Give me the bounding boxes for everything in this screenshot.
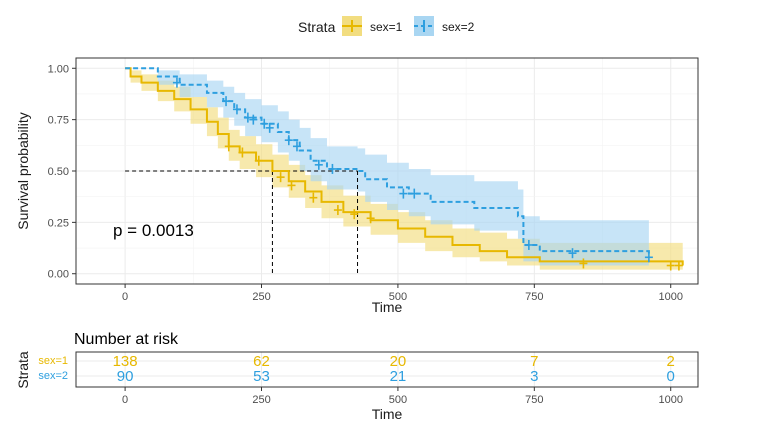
legend-label-sex2: sex=2	[442, 20, 475, 34]
risk-x-tick-label: 500	[389, 394, 407, 406]
censor-mark-sex=2	[328, 163, 337, 174]
y-tick-label: 0.00	[48, 269, 69, 281]
censor-mark-sex=1	[579, 258, 588, 269]
censor-mark-sex=2	[284, 135, 293, 146]
risk-value-sex=1: 2	[667, 353, 675, 370]
risk-value-sex=1: 138	[113, 353, 138, 370]
censor-mark-sex=2	[172, 77, 181, 88]
censor-mark-sex=2	[524, 239, 533, 250]
y-tick-label: 1.00	[48, 63, 69, 75]
censor-mark-sex=1	[287, 180, 296, 191]
censor-mark-sex=2	[232, 104, 241, 115]
censor-mark-sex=1	[254, 155, 263, 166]
risk-x-axis-ticks: 0 250 500 750 1000	[122, 387, 683, 406]
risk-x-tick-label: 250	[252, 394, 270, 406]
x-tick-label: 500	[389, 291, 407, 303]
risk-strata-labels: sex=1 sex=2	[38, 355, 68, 382]
censor-mark-sex=1	[276, 172, 285, 183]
risk-value-sex=1: 62	[253, 353, 270, 370]
censor-mark-sex=2	[260, 118, 269, 129]
censor-mark-sex=1	[674, 260, 683, 271]
median-lines	[125, 170, 359, 274]
censor-mark-sex=1	[366, 213, 375, 224]
censor-mark-sex=1	[238, 147, 247, 158]
risk-table-values: 138 62 20 7 2 90 53 21 3 0	[113, 353, 675, 385]
censor-mark-sex=2	[568, 248, 577, 259]
censor-mark-sex=2	[292, 141, 301, 152]
legend-title: Strata	[298, 19, 336, 35]
risk-value-sex=2: 3	[530, 368, 538, 385]
censor-mark-sex=2	[222, 96, 231, 107]
censor-mark-sex=1	[309, 192, 318, 203]
y-tick-label: 0.25	[48, 217, 69, 229]
risk-table-grid	[76, 352, 698, 387]
risk-value-sex=1: 20	[390, 353, 407, 370]
risk-y-axis-title: Strata	[15, 351, 31, 389]
censor-mark-sex=2	[314, 159, 323, 170]
risk-value-sex=2: 0	[667, 368, 675, 385]
curve-sex=1	[125, 67, 684, 266]
risk-value-sex=1: 7	[530, 353, 538, 370]
risk-x-tick-label: 750	[525, 394, 543, 406]
risk-value-sex=2: 90	[117, 368, 134, 385]
x-axis-title: Time	[372, 299, 403, 315]
censor-mark-sex=1	[666, 260, 675, 271]
risk-x-tick-label: 0	[122, 394, 128, 406]
risk-table-title: Number at risk	[74, 331, 179, 348]
y-axis-title: Survival probability	[15, 112, 31, 230]
legend: Strata sex=1 sex=2	[298, 16, 475, 36]
x-tick-label: 250	[252, 291, 270, 303]
risk-value-sex=2: 21	[390, 368, 407, 385]
risk-x-axis-title: Time	[372, 406, 403, 422]
band-sex=2	[125, 68, 649, 270]
risk-table-border	[75, 351, 699, 388]
risk-value-sex=2: 53	[253, 368, 270, 385]
censor-mark-sex=2	[265, 122, 274, 133]
risk-row-label-sex=1: sex=1	[38, 355, 68, 367]
x-tick-label: 0	[122, 291, 128, 303]
censor-mark-sex=2	[243, 112, 252, 123]
x-tick-label: 750	[525, 291, 543, 303]
survival-curves	[125, 67, 684, 266]
risk-table-panel	[75, 351, 699, 388]
p-value: p = 0.0013	[113, 221, 194, 240]
y-axis-ticks: 0.00 0.25 0.50 0.75 1.00	[48, 63, 76, 281]
risk-x-tick-label: 1000	[658, 394, 682, 406]
x-tick-label: 1000	[658, 291, 682, 303]
censor-mark-sex=1	[224, 141, 233, 152]
legend-label-sex1: sex=1	[370, 20, 403, 34]
censor-mark-sex=1	[333, 205, 342, 216]
censor-mark-sex=2	[644, 252, 653, 263]
censor-marks	[172, 77, 683, 271]
censor-mark-sex=2	[410, 188, 419, 199]
censor-mark-sex=2	[399, 188, 408, 199]
risk-table: Number at risk 138 62 20 7 290 53 21 3 0 sex=1se…	[15, 331, 699, 422]
survival-plot: 0 250 500 750 1000 0.00 0.25 0.50 0.75 1.00 p = …	[15, 57, 699, 315]
risk-row-label-sex=2: sex=2	[38, 370, 68, 382]
censor-mark-sex=1	[350, 209, 359, 220]
y-tick-label: 0.50	[48, 166, 69, 178]
x-axis-ticks: 0 250 500 750 1000	[122, 284, 683, 303]
y-tick-label: 0.75	[48, 115, 69, 127]
censor-mark-sex=2	[249, 114, 258, 125]
